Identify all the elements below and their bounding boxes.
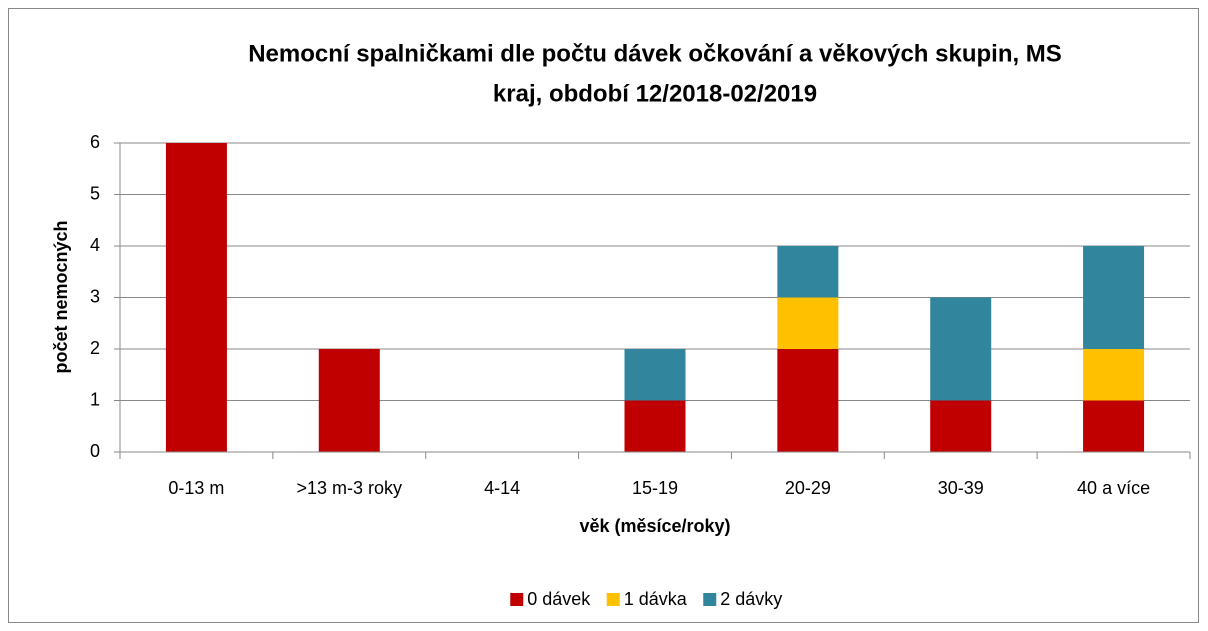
legend-label: 0 dávek bbox=[527, 589, 591, 609]
bar-segment bbox=[777, 246, 839, 298]
bar-segment bbox=[165, 143, 227, 452]
bar-segment bbox=[1083, 400, 1145, 452]
x-axis-title: věk (měsíce/roky) bbox=[579, 516, 730, 536]
bar-segment bbox=[930, 400, 992, 452]
y-tick-label: 3 bbox=[90, 286, 100, 306]
chart-title: kraj, období 12/2018-02/2019 bbox=[493, 80, 817, 107]
y-tick-label: 1 bbox=[90, 389, 100, 409]
y-tick-label: 2 bbox=[90, 338, 100, 358]
bar-segment bbox=[777, 349, 839, 452]
x-tick-label: 20-29 bbox=[785, 478, 831, 498]
x-tick-label: 40 a více bbox=[1077, 478, 1150, 498]
bar-segment bbox=[777, 297, 839, 349]
bar-segment bbox=[624, 400, 686, 452]
x-tick-label: 30-39 bbox=[938, 478, 984, 498]
y-tick-label: 6 bbox=[90, 132, 100, 152]
y-axis-title: počet nemocných bbox=[51, 220, 71, 373]
x-tick-label: 15-19 bbox=[632, 478, 678, 498]
x-tick-label: 0-13 m bbox=[168, 478, 224, 498]
bar-segment bbox=[930, 297, 992, 401]
bar-segment bbox=[318, 349, 380, 452]
y-tick-label: 5 bbox=[90, 183, 100, 203]
y-tick-label: 0 bbox=[90, 441, 100, 461]
x-tick-label: >13 m-3 roky bbox=[297, 478, 403, 498]
legend-swatch bbox=[606, 593, 620, 606]
bar-segment bbox=[624, 349, 686, 401]
y-tick-label: 4 bbox=[90, 235, 100, 255]
bar-segment bbox=[1083, 246, 1145, 349]
x-tick-label: 4-14 bbox=[484, 478, 520, 498]
legend-swatch bbox=[510, 593, 524, 606]
legend-swatch bbox=[703, 593, 717, 606]
bar-segment bbox=[1083, 349, 1145, 401]
legend-label: 1 dávka bbox=[624, 589, 688, 609]
legend-label: 2 dávky bbox=[720, 589, 782, 609]
chart-title: Nemocní spalničkami dle počtu dávek očko… bbox=[248, 40, 1062, 67]
